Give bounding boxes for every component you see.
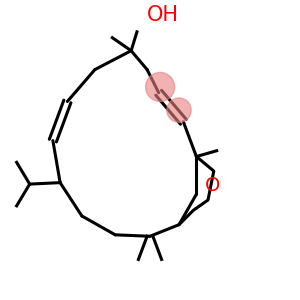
Text: O: O — [205, 176, 220, 195]
Circle shape — [167, 98, 191, 122]
Text: OH: OH — [147, 4, 179, 25]
Circle shape — [146, 73, 175, 101]
